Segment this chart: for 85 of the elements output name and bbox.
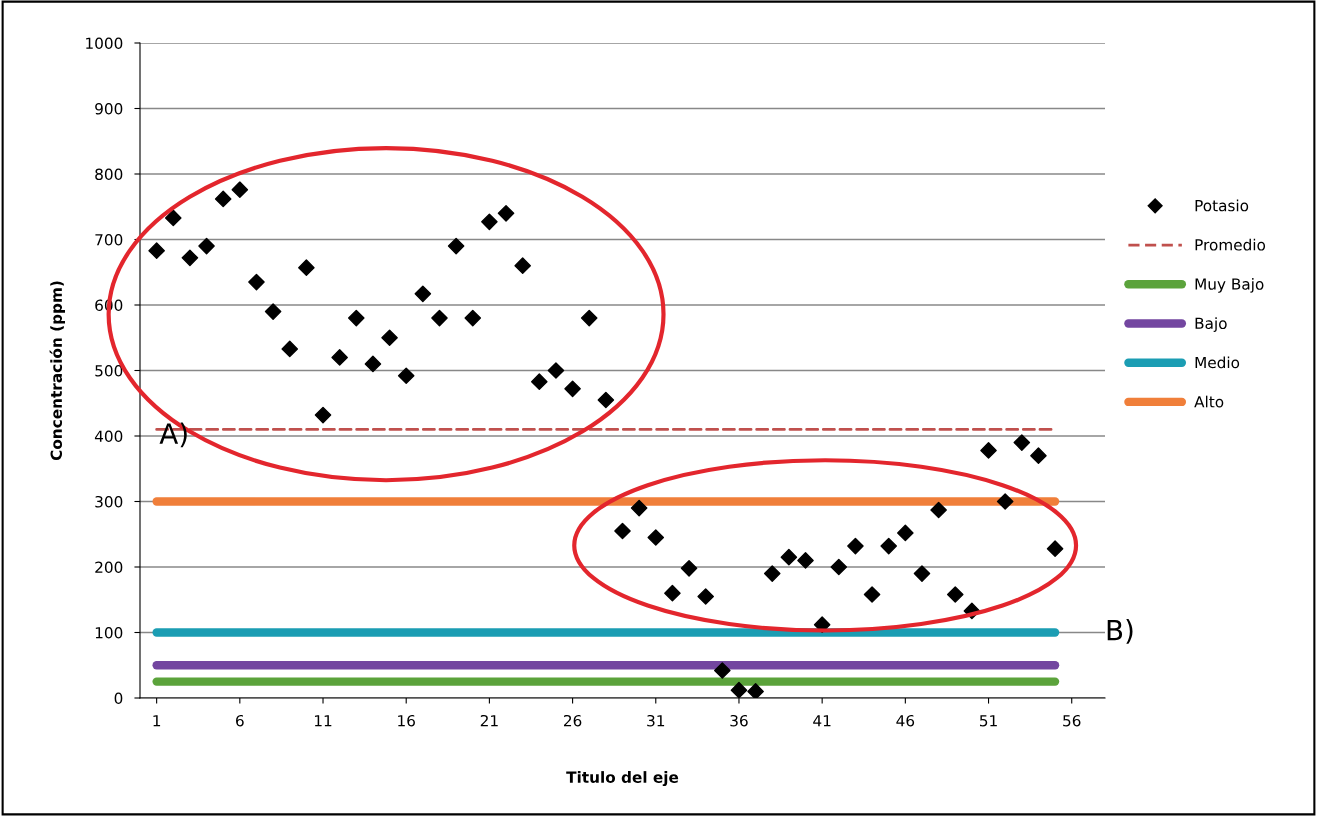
point xyxy=(664,584,681,602)
point xyxy=(164,209,182,227)
x-tick-label: 21 xyxy=(480,714,498,727)
point xyxy=(514,257,531,275)
y-tick-label: 900 xyxy=(95,102,123,115)
y-tick-label: 200 xyxy=(95,561,123,574)
x-tick-label: 1 xyxy=(153,715,161,727)
point xyxy=(364,355,382,373)
point xyxy=(747,683,764,698)
legend-label: Medio xyxy=(1195,356,1240,369)
point xyxy=(730,681,748,698)
point xyxy=(580,309,598,327)
point xyxy=(614,522,631,540)
point xyxy=(264,303,282,320)
point xyxy=(996,493,1014,510)
point xyxy=(930,501,947,519)
point xyxy=(863,586,881,603)
point xyxy=(830,558,848,576)
x-tick-label: 11 xyxy=(314,715,332,727)
point xyxy=(431,309,448,327)
point xyxy=(464,309,482,327)
legend-label: Potasio xyxy=(1195,199,1249,212)
point xyxy=(714,662,731,679)
point xyxy=(680,560,698,577)
point xyxy=(414,285,432,303)
y-tick-label: 0 xyxy=(114,692,123,705)
x-tick-label: 41 xyxy=(813,715,831,727)
y-axis-title: Concentración (ppm) xyxy=(49,281,66,461)
point xyxy=(397,367,415,385)
point xyxy=(780,548,798,566)
point xyxy=(148,242,165,259)
point xyxy=(214,190,232,208)
y-tick-label: 500 xyxy=(95,364,123,377)
y-tick-label: 1000 xyxy=(86,37,123,50)
point xyxy=(564,380,581,398)
x-tick-label: 46 xyxy=(896,714,915,727)
legend-label: Promedio xyxy=(1195,238,1266,251)
x-axis-title: Titulo del eje xyxy=(566,771,679,787)
point xyxy=(531,373,548,390)
point xyxy=(913,565,931,582)
point xyxy=(198,237,215,255)
point xyxy=(481,213,498,231)
point xyxy=(248,273,265,291)
point xyxy=(314,406,332,424)
point xyxy=(347,309,365,327)
x-tick-label: 6 xyxy=(236,714,244,727)
point xyxy=(697,588,714,605)
annotation: A) xyxy=(159,422,187,448)
x-tick-label: 36 xyxy=(730,714,748,727)
y-tick-label: 100 xyxy=(95,626,123,639)
x-tick-label: 16 xyxy=(398,714,415,727)
point xyxy=(181,249,199,267)
legend-label: Alto xyxy=(1194,395,1224,408)
y-tick-label: 800 xyxy=(95,168,123,181)
y-tick-label: 700 xyxy=(95,233,123,246)
y-tick-label: 300 xyxy=(95,495,123,508)
point xyxy=(1046,540,1064,557)
legend-label: Bajo xyxy=(1195,317,1227,333)
point xyxy=(1013,434,1031,451)
point xyxy=(797,552,814,569)
point xyxy=(847,537,864,555)
point xyxy=(647,529,665,546)
point xyxy=(946,586,964,603)
point xyxy=(447,237,465,255)
point xyxy=(630,499,648,517)
x-tick-label: 31 xyxy=(647,714,665,727)
point xyxy=(547,362,565,379)
point xyxy=(298,259,315,276)
point xyxy=(1030,447,1047,464)
text: B) xyxy=(1107,619,1133,644)
y-tick-label: 400 xyxy=(94,430,123,443)
point xyxy=(231,181,249,199)
legend-label: Muy Bajo xyxy=(1195,277,1264,293)
point xyxy=(980,442,997,459)
point xyxy=(597,391,615,409)
point xyxy=(880,537,898,555)
x-tick-label: 56 xyxy=(1063,714,1081,727)
point xyxy=(381,329,398,347)
x-tick-label: 26 xyxy=(563,714,582,727)
point xyxy=(897,524,914,542)
point xyxy=(763,565,781,582)
point xyxy=(497,204,515,222)
x-tick-label: 51 xyxy=(979,715,997,727)
point xyxy=(281,340,299,358)
point xyxy=(331,349,348,366)
